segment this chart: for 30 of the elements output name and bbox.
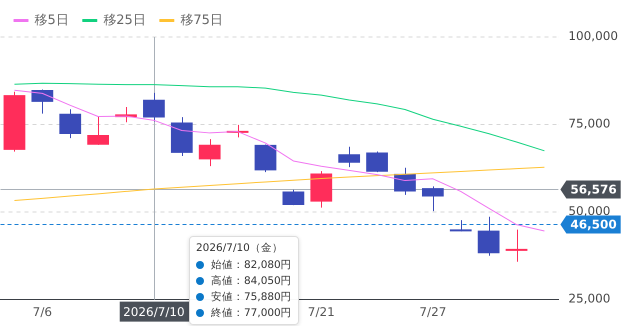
candlestick (87, 116, 110, 146)
ref-line-label: 46,500 (570, 218, 617, 232)
candlestick (450, 220, 472, 232)
annotation: 2026/7/10（金） (196, 241, 284, 256)
y-tick-label: 50,000 (568, 204, 610, 218)
legend-label: 移25日 (103, 12, 146, 28)
candlestick (282, 189, 304, 206)
candlestick (506, 229, 528, 262)
x-tick-label: 7/6 (32, 304, 52, 319)
text: 終値：77,000円 (211, 306, 292, 321)
candlestick (478, 216, 500, 256)
candlestick (422, 186, 444, 212)
candlestick (198, 138, 221, 167)
candlestick (366, 150, 388, 173)
x-tick-label: 7/21 (308, 304, 335, 319)
y-tick-label: 75,000 (568, 116, 610, 131)
x-tick-label: 2026/7/10 (123, 304, 185, 319)
annotation: 始値：82,080円 (211, 258, 292, 273)
annotation: 高値：84,050円 (211, 274, 292, 289)
legend-label: 移5日 (34, 12, 69, 28)
candlestick (338, 146, 360, 168)
ref-line-label: 56,576 (570, 182, 617, 197)
candlestick (59, 108, 82, 139)
annotation: 安値：75,880円 (211, 290, 292, 305)
candlestick (143, 92, 165, 122)
candlestick (31, 89, 54, 114)
legend-label: 移75日 (180, 12, 223, 28)
y-tick-label: 25,000 (568, 292, 610, 306)
y-tick-label: 100,000 (568, 29, 618, 44)
x-tick-label: 7/27 (419, 304, 446, 319)
